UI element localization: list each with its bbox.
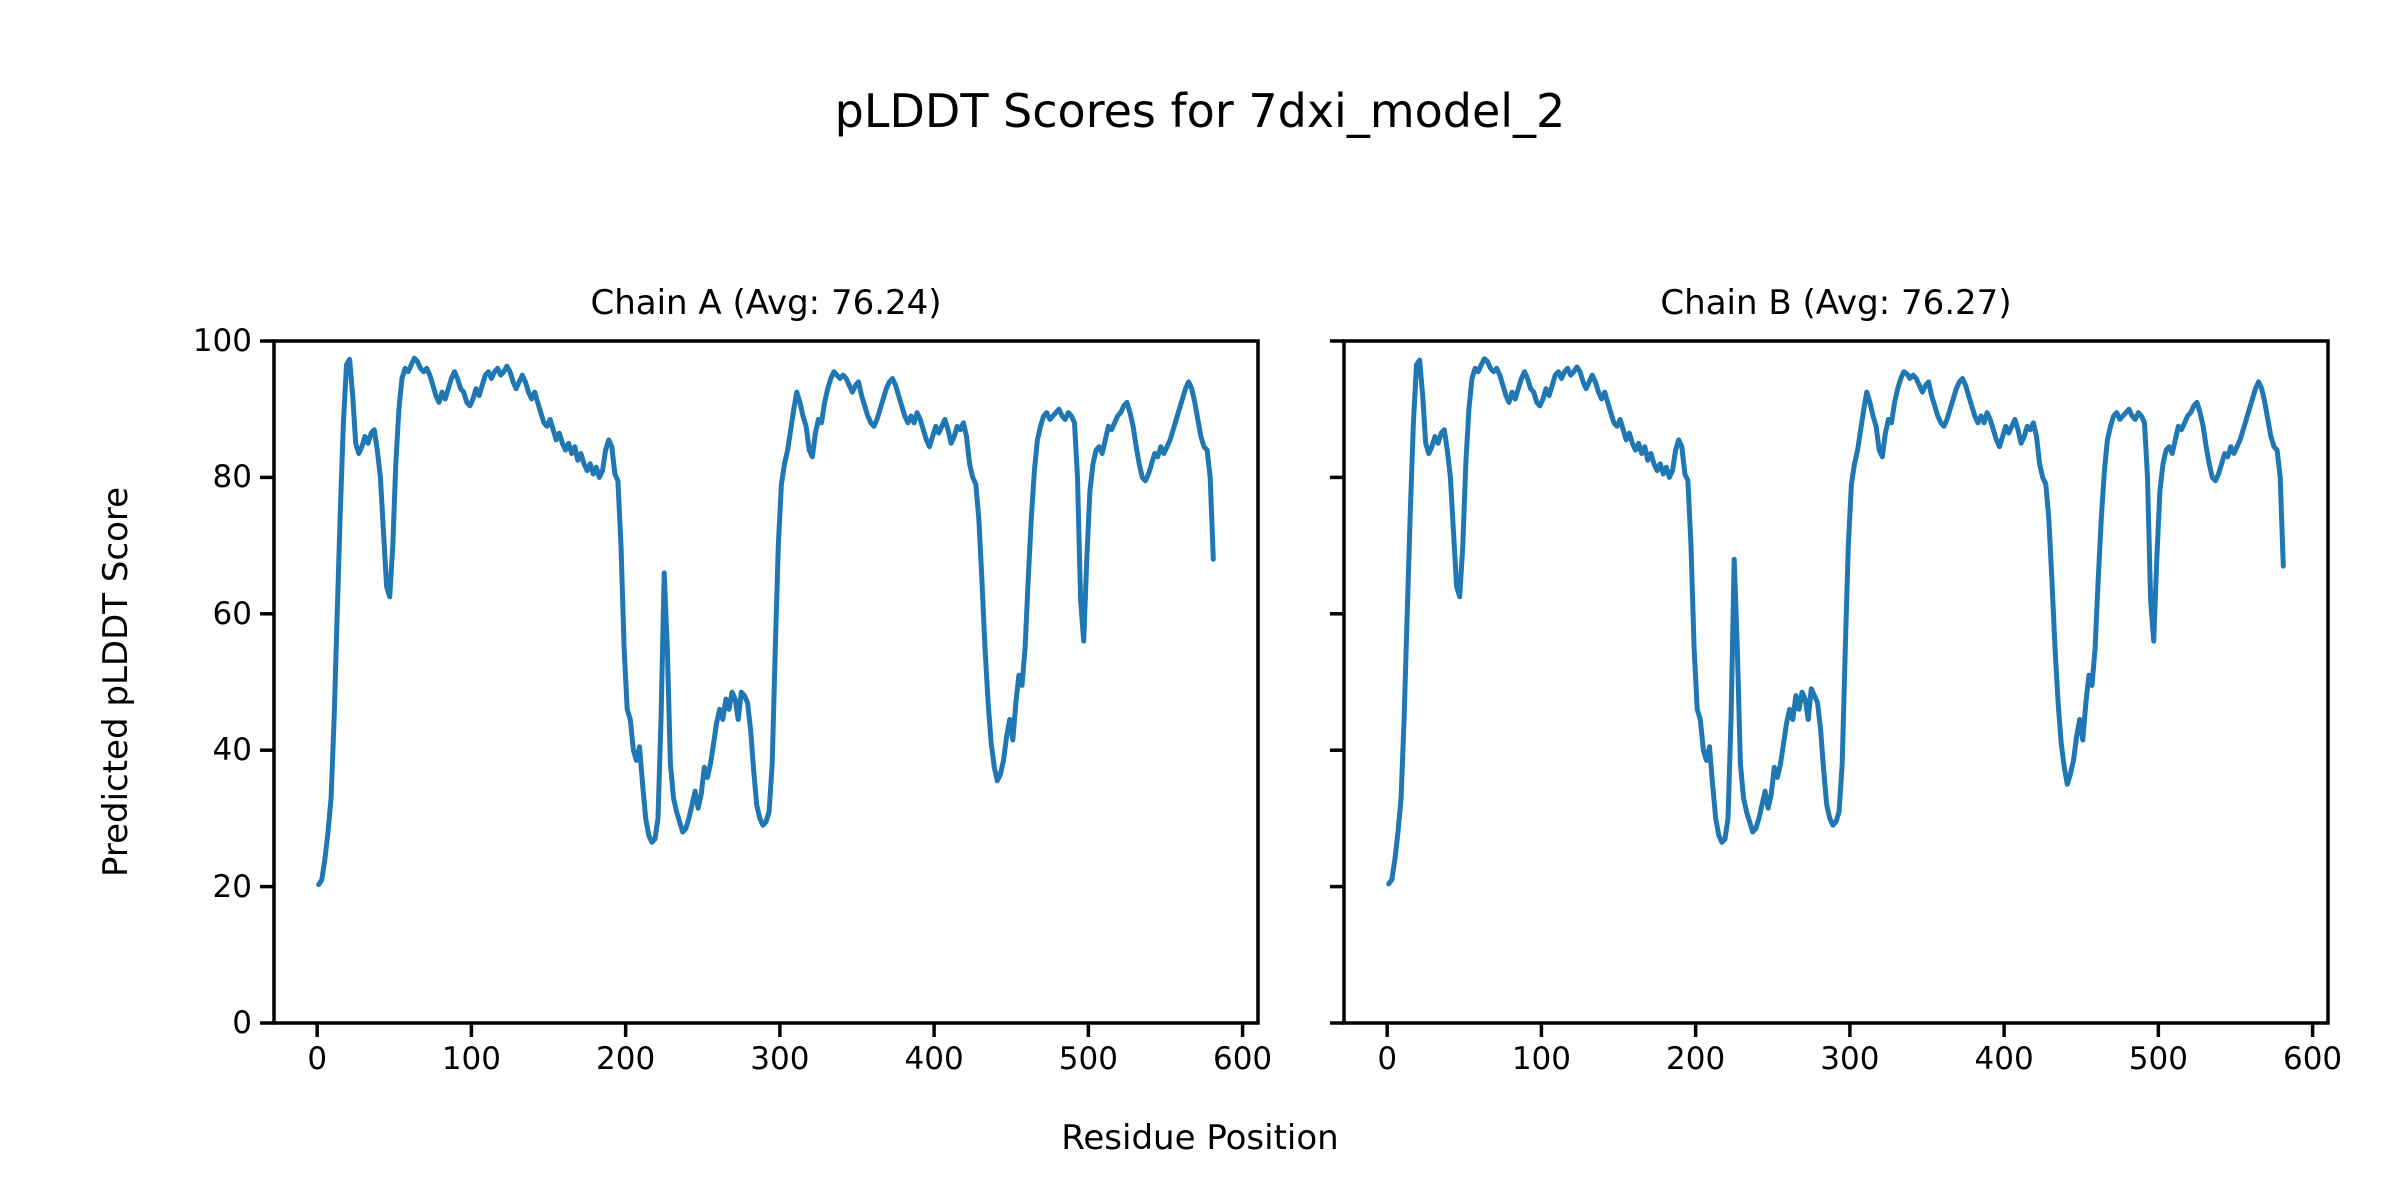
x-tick-label: 500 xyxy=(1058,1041,1118,1077)
subplot-chain-a-title: Chain A (Avg: 76.24) xyxy=(590,283,942,323)
x-axis-label: Residue Position xyxy=(1061,1118,1339,1158)
plddt-line-chart-chain-b xyxy=(1330,339,2330,1037)
plddt-line-chain-a xyxy=(316,355,1216,888)
x-tick-label: 500 xyxy=(2128,1041,2188,1077)
x-tick-label: 100 xyxy=(1511,1041,1571,1077)
x-tick-label: 200 xyxy=(596,1041,656,1077)
x-tick-label: 600 xyxy=(2282,1041,2343,1077)
x-tick-label: 0 xyxy=(1377,1041,1398,1077)
x-tick-label: 100 xyxy=(441,1041,501,1077)
subplot-chain-b: Chain B (Avg: 76.27) 0 100 200 300 400 500 600 xyxy=(1330,283,2342,1077)
y-axis-label: Predicted pLDDT Score xyxy=(96,486,136,878)
x-tick-label: 400 xyxy=(904,1041,964,1077)
x-tick-label: 400 xyxy=(1974,1041,2034,1077)
plddt-line-chart-chain-a xyxy=(260,339,1260,1037)
x-tick-label: 600 xyxy=(1212,1041,1273,1077)
y-tick-label: 60 xyxy=(212,595,252,632)
y-tick-label: 100 xyxy=(192,323,252,359)
axes-frame xyxy=(1342,339,2330,1025)
y-tick-label: 0 xyxy=(232,1005,252,1041)
subplot-chain-a: Chain A (Avg: 76.24) 0 100 200 300 400 500 600… xyxy=(193,283,1272,1077)
x-tick-label: 0 xyxy=(307,1041,328,1077)
x-tick-label: 300 xyxy=(1820,1041,1880,1077)
y-tick-label: 40 xyxy=(212,732,252,769)
y-tick-label: 80 xyxy=(212,459,252,496)
x-tick-label: 300 xyxy=(750,1041,810,1077)
x-tick-label: 200 xyxy=(1666,1041,1726,1077)
y-tick-label: 20 xyxy=(212,868,252,905)
plddt-line-chain-b xyxy=(1386,356,2286,887)
figure-title: pLDDT Scores for 7dxi_model_2 xyxy=(834,84,1566,138)
axes-frame xyxy=(272,339,1260,1025)
subplot-chain-b-title: Chain B (Avg: 76.27) xyxy=(1660,283,2012,323)
